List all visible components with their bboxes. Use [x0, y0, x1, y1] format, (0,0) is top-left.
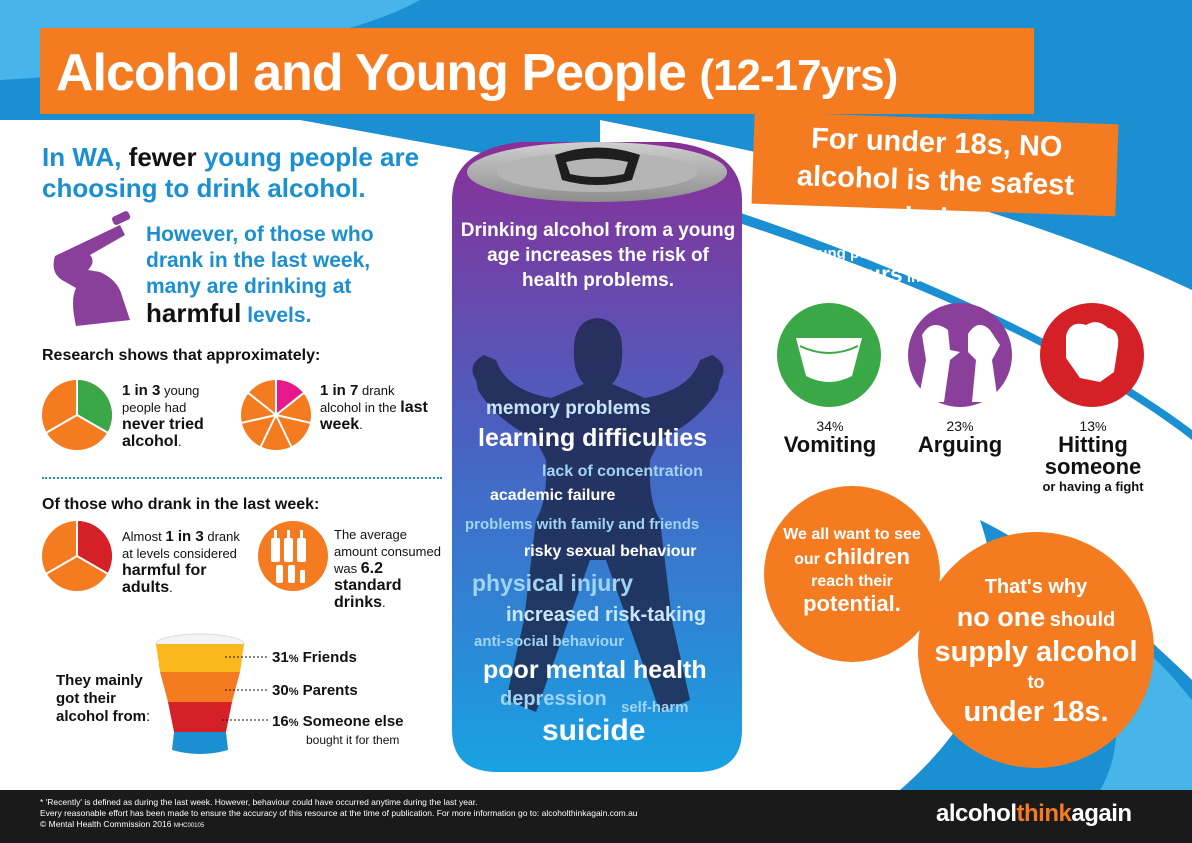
word-academic: academic failure	[490, 487, 616, 504]
layered-glass	[155, 633, 268, 754]
source-parents: 30% Parents	[272, 682, 358, 699]
behaviour-arguing: 23% Arguing	[917, 418, 1003, 457]
word-antisocial: anti-social behaviour	[474, 633, 625, 650]
behaviour-vomiting: 34% Vomiting	[783, 418, 877, 457]
stat-harmful: Almost 1 in 3 drank at levels considered…	[122, 528, 240, 596]
word-suicide: suicide	[542, 714, 646, 747]
logo: alcoholthinkagain	[936, 800, 1132, 827]
behaviours-heading: Of young people who drank recently* beha…	[780, 244, 1044, 287]
vomiting-icon	[777, 303, 881, 407]
can-graphic	[452, 142, 742, 772]
sources-label: They mainly got their alcohol from:	[56, 672, 151, 725]
arguing-icon	[908, 303, 1012, 407]
word-learning: learning difficulties	[478, 424, 708, 452]
children-text: We all want to see our children reach th…	[783, 526, 921, 616]
drinker-silhouette	[53, 211, 131, 326]
safest-text: For under 18s, NO alcohol is the safest …	[796, 122, 1075, 237]
word-depression: depression	[500, 688, 607, 710]
word-selfharm: self-harm	[621, 699, 689, 716]
pie-harmful	[42, 521, 112, 591]
bottles-icon	[258, 521, 328, 591]
fist-icon	[1040, 303, 1144, 407]
title-bar	[40, 28, 1034, 114]
supply-circle	[918, 532, 1154, 768]
word-injury: physical injury	[472, 570, 634, 596]
drank-heading: Of those who drank in the last week:	[42, 496, 320, 513]
pie-last-week	[241, 380, 311, 450]
can-heading: Drinking alcohol from a young age increa…	[460, 220, 736, 291]
stat-last-week: 1 in 7 drank alcohol in the last week.	[320, 382, 428, 433]
word-risk: increased risk-taking	[506, 604, 707, 626]
children-circle	[764, 486, 940, 662]
word-concentration: lack of concentration	[542, 463, 703, 480]
behaviour-hitting: 13% Hitting someone or having a fight	[1042, 418, 1144, 494]
pie-never-tried	[42, 380, 112, 450]
page-title: Alcohol and Young People (12-17yrs)	[56, 44, 898, 102]
supply-text: That's why no one should supply alcohol …	[934, 576, 1138, 728]
research-heading: Research shows that approximately:	[42, 347, 321, 364]
word-family: problems with family and friends	[465, 516, 700, 533]
stat-never-tried: 1 in 3 young people had never tried alco…	[122, 382, 204, 450]
stat-average: The average amount consumed was 6.2 stan…	[334, 527, 441, 611]
footer	[0, 790, 1192, 843]
source-friends: 31% Friends	[272, 649, 357, 666]
source-someone-else: 16% Someone else bought it for them	[272, 713, 404, 747]
wa-intro: In WA, fewer young people are choosing t…	[42, 142, 420, 203]
word-mental: poor mental health	[483, 656, 707, 684]
however-text: However, of those who drank in the last …	[146, 223, 374, 328]
footer-notes: * 'Recently' is defined as during the la…	[40, 797, 638, 829]
divider	[42, 477, 442, 479]
word-sexual: risky sexual behaviour	[524, 543, 697, 560]
word-memory: memory problems	[486, 398, 651, 419]
